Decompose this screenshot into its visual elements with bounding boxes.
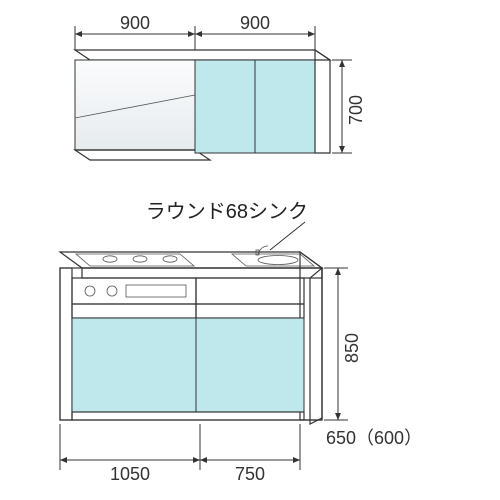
range-hood xyxy=(75,60,210,160)
toe-kick xyxy=(72,412,304,420)
upper-dim-height: 700 xyxy=(332,60,366,153)
dim-upper-left: 900 xyxy=(120,13,150,33)
base-drawer-left xyxy=(72,318,196,412)
sink xyxy=(232,246,314,266)
dim-lower-height: 850 xyxy=(342,333,362,363)
kitchen-diagram: 900 900 700 ラウンド xyxy=(0,0,500,500)
upper-unit: 900 900 700 xyxy=(75,13,366,160)
base-drawer-right xyxy=(196,318,304,412)
upper-top-face xyxy=(75,50,330,60)
wall-cabinets xyxy=(195,50,330,153)
sink-leader xyxy=(270,222,305,250)
left-end-panel xyxy=(60,268,72,420)
lower-dim-height: 850 xyxy=(324,268,362,420)
dim-bottom-left: 1050 xyxy=(110,464,150,484)
base-side-face xyxy=(310,268,322,424)
dim-upper-right: 900 xyxy=(240,13,270,33)
sink-label: ラウンド68シンク xyxy=(146,200,308,223)
dim-upper-height: 700 xyxy=(346,95,366,125)
cooktop xyxy=(76,254,194,266)
upper-dim-width: 900 900 xyxy=(75,13,315,50)
lower-unit xyxy=(60,246,322,424)
dim-bottom-right: 750 xyxy=(235,464,265,484)
cooker-controls xyxy=(72,278,196,304)
counter-apron xyxy=(82,268,322,278)
dim-lower-depth: 650（600） xyxy=(326,428,422,448)
lower-dim-width: 1050 750 xyxy=(60,424,300,484)
